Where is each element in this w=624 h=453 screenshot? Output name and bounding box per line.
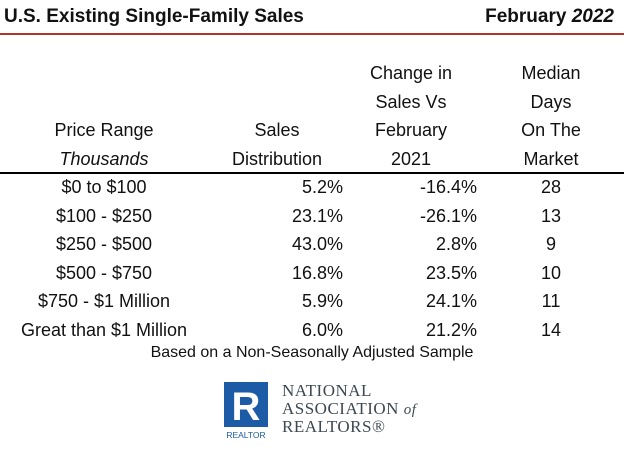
realtor-logo-icon: R REALTOR [224, 382, 268, 440]
median-days-cell: 14 [540, 319, 562, 340]
header-median-days: Median Days On The Market [496, 59, 606, 173]
title-underline [0, 33, 624, 35]
price-range-cell: Great than $1 Million [20, 319, 188, 340]
report-month: February [485, 6, 567, 27]
header-median-days-line4: Market [523, 148, 579, 169]
header-change-line3: February [374, 120, 448, 140]
header-median-days-line2: Days [530, 91, 572, 112]
median-days-cell: 9 [545, 234, 556, 254]
logo-line-national: NATIONAL [282, 381, 372, 400]
sales-change-cell: -26.1% [419, 205, 477, 226]
sales-distribution-cell: 6.0% [301, 319, 343, 340]
report-title: U.S. Existing Single-Family Sales [4, 6, 304, 27]
header-price-range-line1: Price Range [54, 120, 154, 140]
header-sales-distribution: Sales Distribution [212, 116, 342, 173]
median-days-cell: 13 [540, 205, 562, 226]
sales-distribution-cell: 5.2% [301, 177, 343, 197]
header-median-days-line3: On The [521, 120, 581, 140]
realtor-logo-label: REALTOR [226, 430, 265, 440]
header-change-line1: Change in [369, 63, 453, 83]
price-range-cell: $0 to $100 [61, 177, 147, 197]
header-price-range: Price Range Thousands [0, 116, 208, 173]
price-range-cell: $250 - $500 [55, 234, 153, 254]
sales-change-cell: 21.2% [425, 319, 477, 340]
header-change: Change in Sales Vs February 2021 [346, 59, 476, 173]
logo-association-word: ASSOCIATION [282, 399, 399, 418]
header-median-days-line1: Median [521, 63, 581, 83]
sales-change-cell: 23.5% [425, 262, 477, 283]
realtor-logo-letter: R [232, 385, 261, 429]
logo-line-realtors: REALTORS® [282, 417, 386, 436]
price-range-cell: $500 - $750 [55, 262, 153, 283]
median-days-cell: 11 [541, 291, 561, 311]
price-range-cell: $100 - $250 [55, 205, 153, 226]
logo-of-word: of [403, 402, 417, 418]
sales-distribution-cell: 5.9% [301, 291, 343, 311]
report-year: 2022 [571, 6, 614, 27]
header-sales-distribution-line1: Sales [254, 120, 300, 140]
sales-change-cell: -16.4% [419, 177, 477, 197]
sales-distribution-cell: 43.0% [291, 234, 343, 254]
header-price-range-line2: Thousands [59, 148, 149, 169]
sample-note: Based on a Non-Seasonally Adjusted Sampl… [150, 344, 474, 361]
sales-distribution-cell: 16.8% [291, 262, 343, 283]
median-days-cell: 10 [540, 262, 562, 283]
median-days-cell: 28 [540, 177, 562, 197]
sales-change-cell: 2.8% [435, 234, 477, 254]
header-change-line2: Sales Vs [375, 91, 447, 112]
sales-change-cell: 24.1% [425, 291, 477, 311]
header-change-line4: 2021 [390, 148, 432, 169]
logo-line-association: ASSOCIATION of [282, 399, 416, 419]
sales-distribution-cell: 23.1% [291, 205, 343, 226]
price-range-cell: $750 - $1 Million [37, 291, 171, 311]
header-divider [0, 172, 624, 174]
report-date: February 2022 [485, 6, 614, 28]
header-sales-distribution-line2: Distribution [231, 148, 323, 169]
